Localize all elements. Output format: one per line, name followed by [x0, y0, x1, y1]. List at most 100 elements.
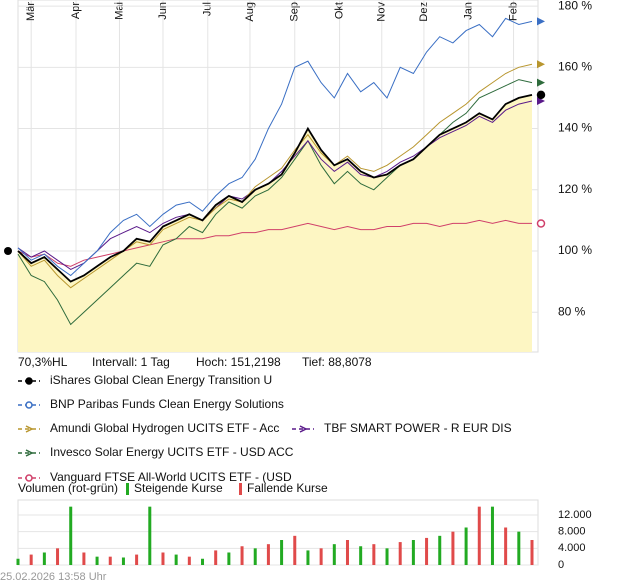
volume-bar	[108, 556, 112, 565]
end-marker	[536, 219, 546, 228]
volume-bar	[42, 552, 46, 565]
x-tick-label: Dez	[418, 2, 430, 22]
volume-bar	[214, 550, 218, 565]
volume-bar	[201, 558, 205, 565]
legend-swatch	[126, 483, 129, 495]
volume-bar	[385, 548, 389, 565]
x-tick-label: Apr	[70, 2, 82, 19]
volume-bar	[121, 557, 125, 565]
y-tick-label: 4.000	[558, 542, 586, 554]
volume-bar	[56, 548, 60, 565]
line	[17, 63, 533, 289]
volume-bar	[227, 552, 231, 565]
volume-bar	[398, 542, 402, 565]
legend-swatch	[239, 483, 242, 495]
legend-marker	[25, 474, 33, 482]
volume-bar	[451, 531, 455, 565]
legend-marker	[25, 377, 33, 385]
y-tick-label: 80 %	[558, 304, 586, 318]
volume-bar	[411, 540, 415, 565]
x-tick-label: Sep	[289, 2, 301, 22]
volume-bar	[16, 558, 20, 565]
x-tick-label: Okt	[333, 2, 345, 19]
y-tick-label: 140 %	[558, 121, 592, 135]
line	[17, 219, 532, 267]
volume-bar	[332, 544, 336, 565]
volume-bar	[266, 544, 270, 565]
y-tick-label: 180 %	[558, 0, 592, 12]
volume-bar	[148, 506, 152, 565]
legend-marker	[25, 449, 34, 457]
legend-marker	[299, 425, 308, 433]
volume-bar	[530, 540, 534, 565]
y-tick-label: 100 %	[558, 243, 592, 257]
x-tick-label: Jan	[463, 2, 475, 20]
volume-title: Volumen (rot-grün)	[18, 481, 118, 495]
x-tick-label: Feb	[507, 2, 519, 21]
y-tick-label: 0	[558, 559, 564, 571]
volume-bar	[187, 556, 191, 565]
legend-label: Amundi Global Hydrogen UCITS ETF - Acc	[50, 421, 279, 435]
footer: 25.02.2026 13:58 Uhr	[0, 571, 107, 583]
x-tick-label: Mär	[25, 2, 37, 21]
stat: Intervall: 1 Tag	[92, 355, 170, 369]
legend-label: Fallende Kurse	[247, 481, 328, 495]
end-marker	[536, 90, 546, 100]
y-tick-label: 120 %	[558, 182, 592, 196]
volume-bar	[477, 506, 481, 565]
volume-bar	[240, 546, 244, 565]
x-tick-label: Nov	[376, 2, 388, 22]
volume-bar	[280, 540, 284, 565]
legend-label: iShares Global Clean Energy Transition U	[50, 373, 272, 387]
volume-bar	[95, 556, 99, 565]
volume-bar	[319, 548, 323, 565]
end-marker	[537, 17, 545, 26]
volume-bar	[464, 527, 468, 565]
legend-label: Steigende Kurse	[134, 481, 223, 495]
volume-bar	[504, 527, 508, 565]
line	[17, 17, 533, 277]
plot-border	[17, 499, 539, 566]
legend-label: Vanguard FTSE All-World UCITS ETF - (USD	[50, 470, 292, 484]
y-tick-label: 8.000	[558, 526, 586, 538]
volume-bar	[438, 535, 442, 565]
area	[18, 94, 532, 353]
volume-bar	[69, 506, 73, 565]
volume-bar	[425, 537, 429, 565]
x-tick-label: Jul	[202, 2, 214, 16]
volume-bar	[345, 540, 349, 565]
line	[17, 100, 533, 270]
volume-bar	[490, 506, 494, 565]
volume-bar	[372, 544, 376, 565]
volume-bar	[174, 554, 178, 565]
y-tick-label: 160 %	[558, 60, 592, 74]
volume-bar	[29, 554, 33, 565]
end-marker	[537, 78, 545, 87]
stat: Hoch: 151,2198	[196, 355, 281, 369]
stat: 70,3%HL	[18, 355, 68, 369]
start-dot	[4, 246, 12, 255]
volume-bar	[306, 550, 310, 565]
line	[17, 94, 533, 283]
volume-bar	[517, 531, 521, 565]
x-tick-label: Mai	[113, 2, 125, 20]
volume-bar	[135, 554, 139, 565]
volume-bar	[82, 552, 86, 565]
volume-bar	[359, 546, 363, 565]
end-marker	[537, 60, 545, 69]
legend-label: TBF SMART POWER - R EUR DIS	[324, 421, 512, 435]
volume-bar	[293, 535, 297, 565]
legend-marker	[25, 425, 34, 433]
y-tick-label: 12.000	[558, 509, 592, 521]
legend-label: BNP Paribas Funds Clean Energy Solutions	[50, 397, 284, 411]
volume-bar	[253, 548, 257, 565]
line	[17, 79, 533, 326]
legend-marker	[25, 401, 33, 409]
x-tick-label: Aug	[244, 2, 256, 22]
stat: Tief: 88,8078	[302, 355, 372, 369]
end-marker	[537, 97, 545, 106]
x-tick-label: Jun	[157, 2, 169, 20]
legend-label: Invesco Solar Energy UCITS ETF - USD ACC	[50, 445, 294, 459]
volume-bar	[161, 552, 165, 565]
